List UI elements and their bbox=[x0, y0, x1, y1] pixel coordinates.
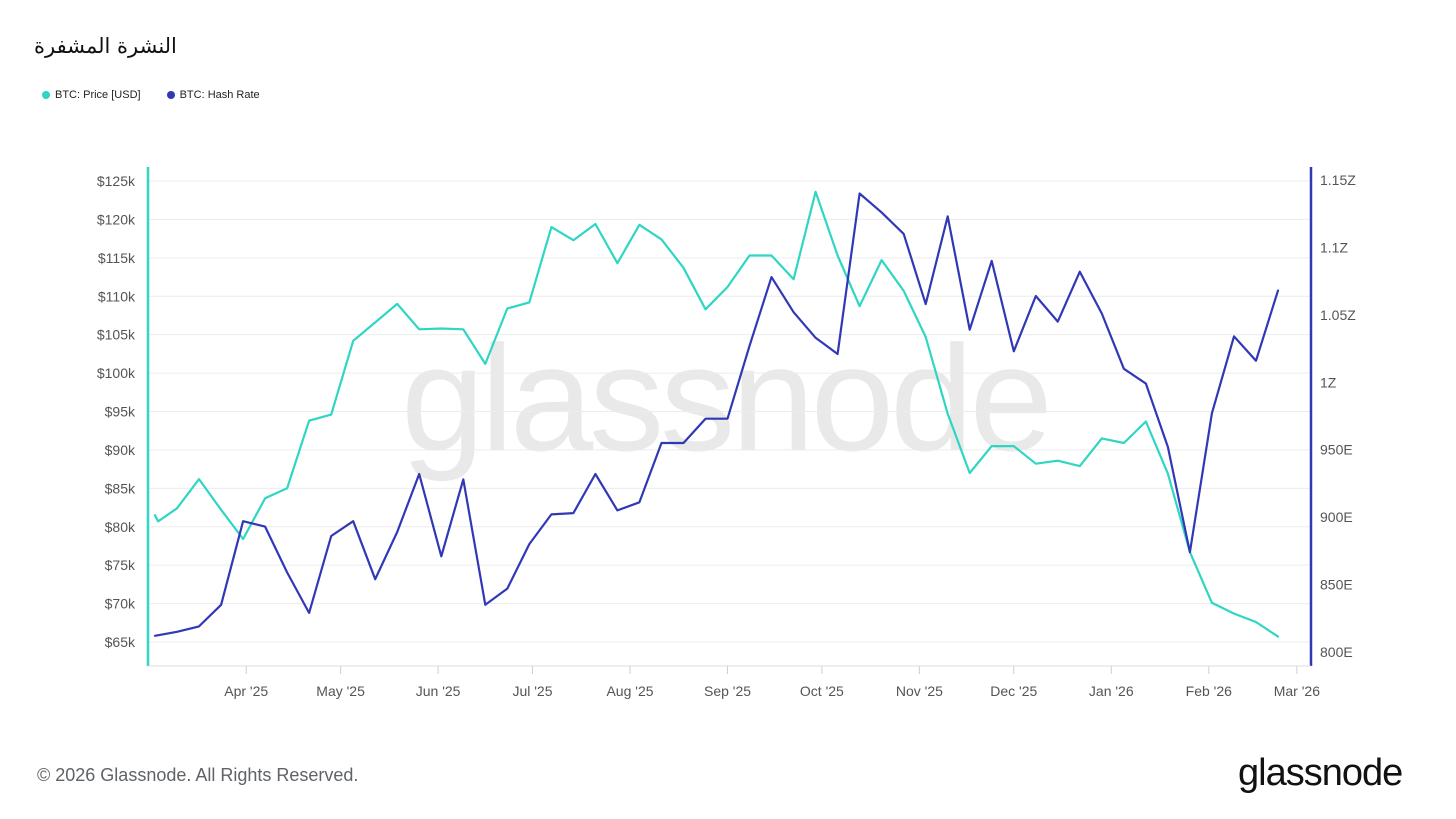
grid-lines bbox=[148, 180, 1311, 643]
x-tick-label: Oct '25 bbox=[800, 683, 844, 699]
left-tick-label: $85k bbox=[105, 480, 136, 496]
x-tick-label: Sep '25 bbox=[704, 683, 751, 699]
watermark-text: glassnode bbox=[401, 314, 1049, 482]
x-tick-label: Jan '26 bbox=[1089, 683, 1134, 699]
x-axis: Apr '25 May '25 Jun '25 Jul '25 Aug '25 Sep '… bbox=[148, 665, 1320, 699]
legend-dot-hash bbox=[166, 91, 175, 99]
x-tick-label: Apr '25 bbox=[224, 683, 268, 699]
x-tick-label: Feb '26 bbox=[1186, 683, 1232, 699]
x-tick-label: Nov '25 bbox=[896, 683, 943, 699]
series-line-hash-rate bbox=[153, 192, 1280, 637]
left-tick-label: $70k bbox=[105, 596, 136, 612]
left-tick-label: $115k bbox=[98, 250, 136, 266]
left-tick-label: $95k bbox=[105, 404, 136, 420]
left-tick-label: $90k bbox=[105, 442, 136, 458]
glassnode-logo[interactable]: glassnode bbox=[1238, 752, 1403, 794]
legend-dot-price bbox=[42, 91, 50, 99]
right-tick-label: 1.15Z bbox=[1320, 172, 1356, 188]
legend: BTC: Price [USD] BTC: Hash Rate bbox=[42, 89, 260, 101]
x-tick-label: Dec '25 bbox=[990, 683, 1037, 699]
left-tick-label: $100k bbox=[97, 365, 136, 381]
x-tick-label: Aug '25 bbox=[606, 683, 653, 699]
x-tick-label: Jun '25 bbox=[416, 683, 461, 699]
series-line-price bbox=[153, 190, 1280, 638]
right-tick-label: 1Z bbox=[1320, 374, 1337, 390]
left-tick-label: $110k bbox=[98, 288, 136, 304]
legend-label-price: BTC: Price [USD] bbox=[55, 89, 141, 101]
right-tick-label: 850E bbox=[1320, 577, 1353, 593]
legend-label-hash: BTC: Hash Rate bbox=[179, 89, 260, 101]
series-lines bbox=[153, 190, 1280, 638]
right-tick-label: 1.05Z bbox=[1320, 307, 1356, 323]
left-tick-label: $80k bbox=[105, 519, 136, 535]
x-tick-label: Jul '25 bbox=[512, 683, 552, 699]
right-tick-label: 800E bbox=[1320, 644, 1353, 660]
legend-item-price[interactable]: BTC: Price [USD] bbox=[42, 89, 141, 101]
left-y-axis: $65k $70k $75k $80k $85k $90k $95k $100k $105k $1… bbox=[97, 167, 150, 666]
left-tick-label: $105k bbox=[97, 327, 136, 343]
right-tick-label: 900E bbox=[1320, 509, 1353, 525]
x-tick-label: Mar '26 bbox=[1274, 683, 1320, 699]
right-tick-label: 950E bbox=[1320, 442, 1353, 458]
left-tick-label: $120k bbox=[97, 211, 136, 227]
right-y-axis: 800E 850E 900E 950E 1Z 1.05Z 1.1Z 1.15Z bbox=[1309, 167, 1356, 666]
x-tick-label: May '25 bbox=[316, 683, 365, 699]
legend-item-hash[interactable]: BTC: Hash Rate bbox=[166, 89, 260, 101]
left-tick-label: $75k bbox=[105, 557, 136, 573]
chart-title: النشرة المشفرة bbox=[34, 34, 177, 58]
left-tick-label: $65k bbox=[105, 634, 136, 650]
right-tick-label: 1.1Z bbox=[1320, 239, 1348, 255]
left-tick-label: $125k bbox=[97, 173, 136, 189]
copyright-text: © 2026 Glassnode. All Rights Reserved. bbox=[37, 765, 359, 785]
